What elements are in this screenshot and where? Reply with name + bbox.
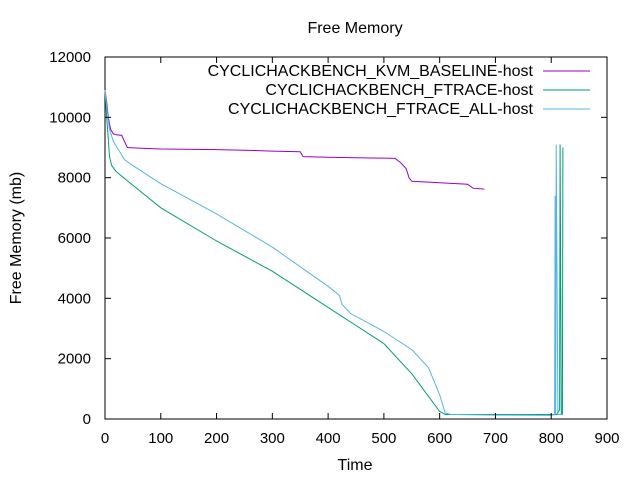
- x-tick-label: 800: [539, 430, 564, 447]
- series-line: [104, 90, 485, 190]
- x-tick-label: 100: [148, 430, 173, 447]
- y-tick-label: 8000: [58, 170, 91, 187]
- y-axis-label: Free Memory (mb): [8, 172, 25, 304]
- y-tick-label: 2000: [58, 351, 91, 368]
- x-tick-label: 700: [483, 430, 508, 447]
- legend-label: CYCLICHACKBENCH_KVM_BASELINE-host: [208, 63, 534, 80]
- x-tick-label: 0: [101, 430, 109, 447]
- legend: CYCLICHACKBENCH_KVM_BASELINE-host CYCLICH…: [208, 63, 590, 118]
- legend-label: CYCLICHACKBENCH_FTRACE_ALL-host: [228, 101, 534, 118]
- ticks-group: 0 100 200 300 400 500 600 700 800 900 0 2000 4000 600…: [49, 49, 619, 447]
- series-line: [104, 90, 564, 415]
- y-tick-label: 10000: [49, 109, 91, 126]
- y-tick-label: 0: [83, 411, 91, 428]
- x-tick-label: 400: [316, 430, 341, 447]
- series-group: [104, 90, 564, 416]
- y-tick-label: 12000: [49, 49, 91, 66]
- x-axis-label: Time: [338, 457, 373, 474]
- x-tick-label: 500: [371, 430, 396, 447]
- x-tick-label: 900: [594, 430, 619, 447]
- legend-label: CYCLICHACKBENCH_FTRACE-host: [265, 82, 533, 99]
- chart-title: Free Memory: [307, 20, 402, 37]
- y-tick-label: 4000: [58, 290, 91, 307]
- x-tick-label: 200: [204, 430, 229, 447]
- x-tick-label: 600: [427, 430, 452, 447]
- series-line: [104, 90, 563, 416]
- y-tick-label: 6000: [58, 230, 91, 247]
- x-tick-label: 300: [260, 430, 285, 447]
